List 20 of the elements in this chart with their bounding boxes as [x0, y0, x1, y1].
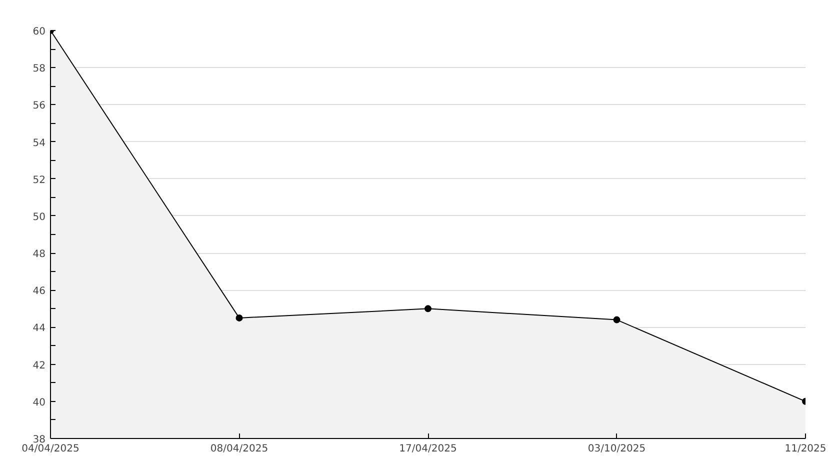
y-tick-label: 38 — [32, 434, 46, 446]
y-tick-label: 40 — [32, 397, 46, 408]
x-tick-label: 11/2025 — [784, 444, 826, 454]
y-tick-label: 46 — [32, 286, 46, 298]
y-tick-label: 48 — [32, 249, 46, 260]
y-tick-label: 52 — [32, 174, 46, 186]
point — [613, 316, 620, 324]
y-tick-label: 54 — [32, 138, 46, 149]
y-tick-label: 60 — [32, 26, 46, 38]
x-tick-label: 17/04/2025 — [399, 444, 457, 454]
point — [236, 314, 243, 322]
x-tick-label: 08/04/2025 — [210, 444, 268, 454]
y-tick-label: 42 — [32, 360, 46, 372]
point — [424, 305, 432, 312]
x-tick-label: 03/10/2025 — [588, 444, 646, 454]
y-tick-label: 56 — [32, 100, 46, 112]
y-tick-label: 44 — [32, 323, 46, 334]
x-tick-label: 04/04/2025 — [22, 444, 80, 454]
y-tick-label: 50 — [32, 212, 46, 223]
y-tick-label: 58 — [32, 64, 46, 75]
